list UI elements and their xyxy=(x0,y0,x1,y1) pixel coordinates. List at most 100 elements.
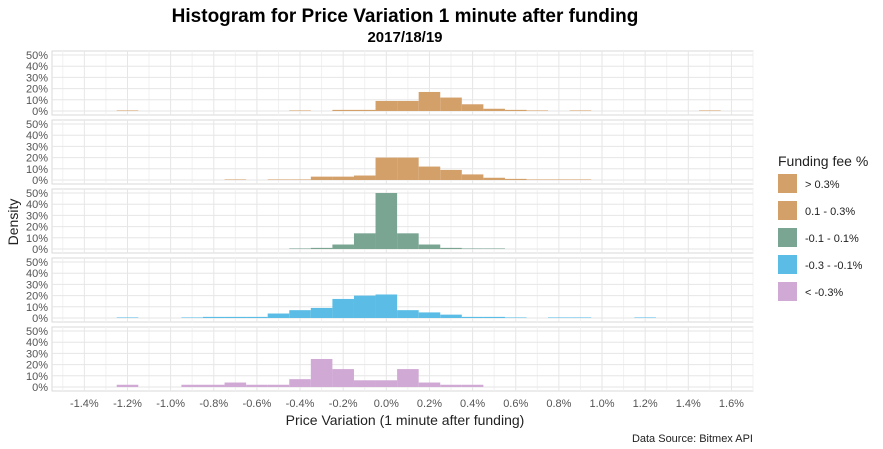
facet-panel: 0%10%20%30%40%50% xyxy=(26,119,754,187)
chart-title: Histogram for Price Variation 1 minute a… xyxy=(172,6,639,27)
histogram-bar xyxy=(116,317,139,318)
y-tick-label: 20% xyxy=(26,153,48,165)
facet-panel: 0%10%20%30%40%50% xyxy=(26,326,754,394)
histogram-bar xyxy=(267,313,290,318)
histogram-bar xyxy=(289,310,311,318)
histogram-bar xyxy=(116,384,139,387)
histogram-bar xyxy=(397,310,419,318)
histogram-bar xyxy=(310,359,333,387)
facet-panel: 0%10%20%30%40%50% xyxy=(26,257,754,325)
histogram-bar xyxy=(397,100,419,111)
y-tick-label: 10% xyxy=(26,164,48,176)
legend: Funding fee % > 0.3% 0.1 - 0.3% -0.1 - 0.1… xyxy=(778,153,868,301)
legend-swatch xyxy=(778,228,797,247)
histogram-bar xyxy=(461,316,484,318)
facet-panel: 0%10%20%30%40%50% xyxy=(26,188,754,256)
y-tick-label: 0% xyxy=(32,106,48,118)
x-tick-label: -0.4% xyxy=(286,398,315,410)
legend-label: < -0.3% xyxy=(805,287,843,299)
y-tick-label: 0% xyxy=(32,175,48,187)
histogram-bar xyxy=(353,175,376,180)
histogram-bar xyxy=(289,179,311,180)
histogram-bar xyxy=(483,248,505,249)
histogram-bar xyxy=(418,312,441,318)
histogram-bar xyxy=(483,108,505,111)
histogram-bar xyxy=(332,369,354,387)
histogram-bar xyxy=(375,100,398,111)
x-tick-label: 1.0% xyxy=(589,398,614,410)
legend-label: 0.1 - 0.3% xyxy=(805,206,855,218)
histogram-bar xyxy=(224,316,247,318)
histogram-bar xyxy=(353,233,376,249)
histogram-bar xyxy=(440,169,462,180)
histogram-bar xyxy=(289,379,311,387)
histogram-bar xyxy=(332,298,354,318)
histogram-bar xyxy=(397,157,419,180)
y-tick-label: 30% xyxy=(26,348,48,360)
x-tick-label: -0.8% xyxy=(199,398,228,410)
histogram-bar xyxy=(526,179,549,180)
y-tick-label: 40% xyxy=(26,268,48,280)
histogram-bar xyxy=(418,244,441,249)
histogram-bar xyxy=(569,317,592,318)
y-tick-label: 10% xyxy=(26,371,48,383)
histogram-bar xyxy=(353,295,376,318)
histogram-bar xyxy=(310,247,333,249)
y-tick-label: 50% xyxy=(26,119,48,131)
y-tick-label: 50% xyxy=(26,50,48,62)
histogram-bar xyxy=(397,233,419,249)
histogram-bar xyxy=(224,179,247,180)
histogram-bar xyxy=(375,157,398,180)
histogram-bar xyxy=(353,109,376,111)
histogram-bar xyxy=(504,317,527,318)
legend-swatch xyxy=(778,255,797,274)
histogram-bar xyxy=(418,91,441,111)
x-tick-label: 0.4% xyxy=(460,398,485,410)
x-tick-label: 1.4% xyxy=(676,398,701,410)
facet-panel: 0%10%20%30%40%50% xyxy=(26,50,754,118)
histogram-bar xyxy=(461,384,484,387)
histogram-bar xyxy=(375,193,398,249)
histogram-bar xyxy=(418,166,441,180)
histogram-bar xyxy=(483,316,505,318)
histogram-bar xyxy=(418,382,441,387)
y-tick-label: 40% xyxy=(26,199,48,211)
y-tick-label: 20% xyxy=(26,84,48,96)
histogram-bar xyxy=(289,248,311,249)
y-tick-label: 30% xyxy=(26,141,48,153)
y-tick-label: 40% xyxy=(26,130,48,142)
x-axis-label: Price Variation (1 minute after funding) xyxy=(286,412,525,428)
y-tick-label: 30% xyxy=(26,279,48,291)
histogram-bar xyxy=(332,176,354,180)
y-tick-label: 20% xyxy=(26,222,48,234)
x-tick-label: 0.2% xyxy=(417,398,442,410)
legend-label: -0.3 - -0.1% xyxy=(805,260,863,272)
x-tick-label: 0.8% xyxy=(546,398,571,410)
histogram-bar xyxy=(461,174,484,180)
x-tick-label: 1.6% xyxy=(719,398,744,410)
histogram-bar xyxy=(246,316,268,318)
y-axis-label: Density xyxy=(5,199,21,246)
histogram-bar xyxy=(461,104,484,111)
histogram-bar xyxy=(440,384,462,387)
histogram-bar xyxy=(246,384,268,387)
histogram-bar xyxy=(440,314,462,318)
histogram-bar xyxy=(526,110,549,111)
y-tick-label: 0% xyxy=(32,382,48,394)
y-tick-label: 50% xyxy=(26,326,48,338)
legend-swatch xyxy=(778,282,797,301)
histogram-bar xyxy=(267,179,290,180)
legend-label: > 0.3% xyxy=(805,179,840,191)
histogram-bar xyxy=(289,110,311,111)
y-tick-label: 30% xyxy=(26,210,48,222)
x-tick-label: 0.6% xyxy=(503,398,528,410)
y-tick-label: 20% xyxy=(26,291,48,303)
histogram-bar xyxy=(548,317,570,318)
histogram-bar xyxy=(504,109,527,111)
histogram-bar xyxy=(461,248,484,249)
legend-swatch xyxy=(778,174,797,193)
x-tick-label: 0.0% xyxy=(374,398,399,410)
histogram-bar xyxy=(634,317,656,318)
x-tick-label: -1.2% xyxy=(113,398,142,410)
